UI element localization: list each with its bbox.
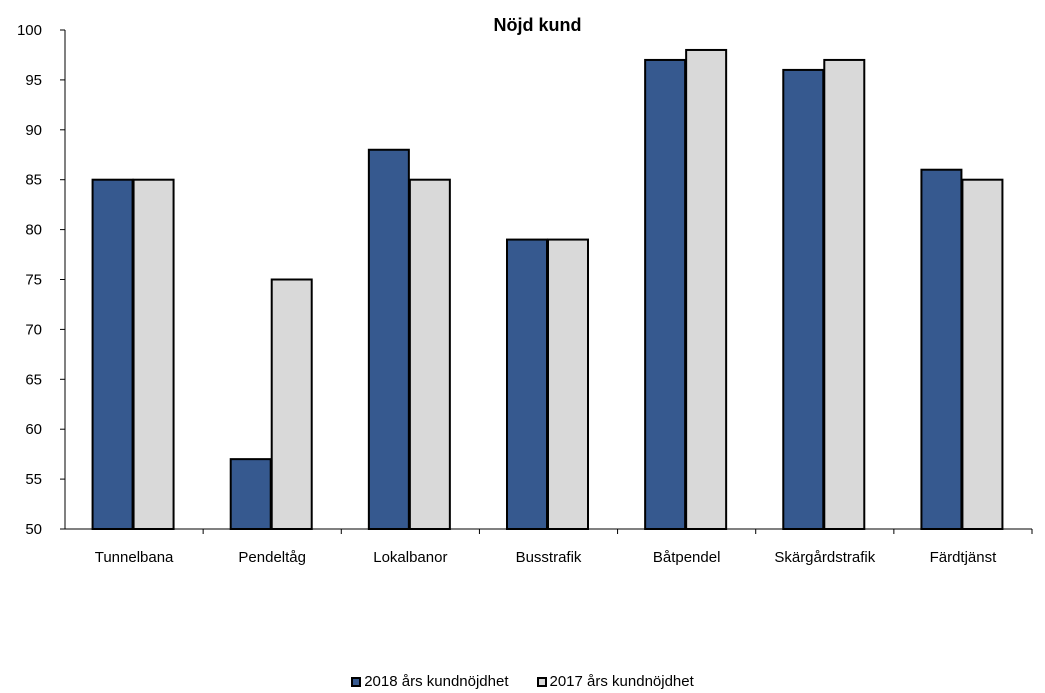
y-tick-label: 85 (25, 172, 42, 189)
x-tick-label: Busstrafik (516, 549, 582, 566)
y-tick-label: 75 (25, 272, 42, 289)
bar-2017 (824, 60, 864, 529)
legend-swatch-2017 (537, 677, 547, 687)
bar-2018 (231, 459, 271, 529)
bar-2018 (645, 60, 685, 529)
y-tick-label: 60 (25, 421, 42, 438)
bar-2018 (93, 180, 133, 529)
y-tick-label: 95 (25, 72, 42, 89)
y-tick-label: 90 (25, 122, 42, 139)
legend-label-2018: 2018 års kundnöjdhet (364, 673, 508, 690)
x-tick-label: Färdtjänst (930, 549, 998, 566)
y-tick-label: 100 (17, 22, 42, 39)
y-tick-label: 80 (25, 222, 42, 239)
x-tick-label: Pendeltåg (238, 549, 306, 566)
y-tick-label: 70 (25, 321, 42, 338)
legend: 2018 års kundnöjdhet 2017 års kundnöjdhe… (0, 673, 1045, 690)
bar-2018 (783, 70, 823, 529)
bar-2018 (507, 240, 547, 529)
x-tick-label: Båtpendel (653, 549, 721, 566)
x-tick-label: Skärgårdstrafik (774, 549, 875, 566)
bar-2017 (548, 240, 588, 529)
bar-2017 (134, 180, 174, 529)
bar-2018 (369, 150, 409, 529)
bar-2017 (410, 180, 450, 529)
y-tick-label: 55 (25, 471, 42, 488)
y-tick-label: 50 (25, 521, 42, 538)
bar-2017 (272, 280, 312, 530)
x-tick-label: Tunnelbana (95, 549, 174, 566)
bar-2018 (921, 170, 961, 529)
legend-label-2017: 2017 års kundnöjdhet (550, 673, 694, 690)
legend-item-2018: 2018 års kundnöjdhet (351, 673, 508, 690)
bar-2017 (962, 180, 1002, 529)
legend-swatch-2018 (351, 677, 361, 687)
y-tick-label: 65 (25, 371, 42, 388)
legend-item-2017: 2017 års kundnöjdhet (537, 673, 694, 690)
x-tick-label: Lokalbanor (373, 549, 447, 566)
bar-2017 (686, 50, 726, 529)
